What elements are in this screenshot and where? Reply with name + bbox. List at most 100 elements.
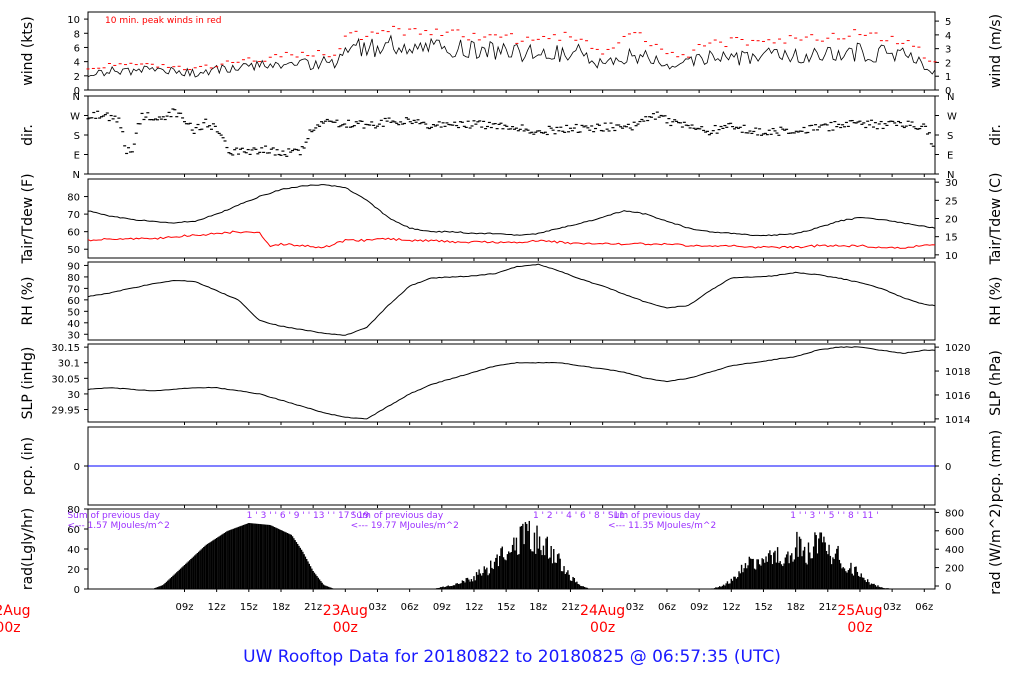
- y-tick-label-left: 10: [67, 15, 80, 26]
- x-tick-label: 03z: [883, 602, 901, 613]
- y-axis-label-left: RH (%): [20, 277, 36, 326]
- y-tick-label-right: 10: [945, 251, 958, 262]
- x-tick-label: 06z: [401, 602, 419, 613]
- y-tick-label-left: 60: [67, 228, 80, 239]
- x-day-label: 23Aug: [323, 603, 368, 619]
- wind-annotation: 10 min. peak winds in red: [105, 16, 222, 26]
- x-day-label: 24Aug: [580, 603, 625, 619]
- y-tick-label-left: 60: [67, 525, 80, 536]
- x-tick-label: 15z: [497, 602, 515, 613]
- temperature-series-0: [88, 184, 936, 237]
- y-tick-label-left: 70: [67, 284, 80, 295]
- wind-speed-series: [87, 34, 936, 78]
- y-tick-label-right: 1020: [945, 343, 970, 354]
- radiation-annotation-line2: <--- 11.35 MJoules/m^2: [608, 521, 716, 531]
- y-tick-label-right: 1: [945, 72, 951, 83]
- y-tick-label-left: 0: [74, 585, 80, 596]
- y-tick-label-left: 30.15: [51, 343, 80, 354]
- y-tick-label-left: 40: [67, 319, 80, 330]
- y-axis-label-left: rad(Lgly/hr): [20, 508, 36, 590]
- y-axis-label-left: wind (kts): [20, 16, 36, 85]
- x-day-label: 25Aug: [837, 603, 882, 619]
- y-tick-label-left: 90: [67, 261, 80, 272]
- radiation-annotation-line1: Sum of previous day: [67, 511, 160, 521]
- x-tick-label: 18z: [272, 602, 290, 613]
- x-tick-label: 09z: [176, 602, 194, 613]
- y-tick-label-right: 25: [945, 196, 958, 207]
- radiation-annotation-line2: <--- 19.77 MJoules/m^2: [351, 521, 459, 531]
- y-tick-label-left: 60: [67, 296, 80, 307]
- y-tick-label-left: N: [73, 92, 80, 103]
- y-tick-label-left: 50: [67, 245, 80, 256]
- y-tick-label-right: 4: [945, 31, 951, 42]
- x-tick-label: 18z: [529, 602, 547, 613]
- x-tick-label: 12z: [208, 602, 226, 613]
- y-tick-label-right: W: [947, 112, 957, 123]
- y-axis-label-left: Tair/Tdew (F): [20, 173, 36, 264]
- y-tick-label-left: 2: [74, 72, 80, 83]
- footer-title: UW Rooftop Data for 20180822 to 20180825…: [243, 647, 781, 667]
- y-axis-label-right: rad (W/m^2): [988, 503, 1004, 594]
- x-hour-label: 00z: [847, 620, 872, 636]
- y-axis-label-right: RH (%): [988, 277, 1004, 326]
- y-tick-label-right: N: [947, 92, 954, 103]
- radiation-hour-marks: 1 ' 3 ' ' 6 ' 9 ' ' 13 ' ' 17 ' 19: [247, 511, 370, 521]
- y-tick-label-left: 8: [74, 29, 80, 40]
- x-tick-label: 15z: [240, 602, 258, 613]
- x-tick-label: 03z: [368, 602, 386, 613]
- y-axis-label-right: Tair/Tdew (C): [988, 173, 1004, 266]
- radiation-annotation-line2: <--- 1.57 MJoules/m^2: [67, 521, 169, 531]
- panel-radiation: rad(Lgly/hr) rad (W/m^2)02040608002004006…: [0, 503, 1004, 636]
- y-tick-label-right: E: [947, 151, 953, 162]
- y-tick-label-right: 5: [945, 17, 951, 28]
- y-tick-label-left: 0: [74, 86, 80, 97]
- y-tick-label-right: 800: [945, 508, 964, 519]
- y-tick-label-left: W: [70, 112, 80, 123]
- y-axis-label-right: pcp. (mm): [988, 430, 1004, 503]
- y-axis-label-left: pcp. (in): [20, 437, 36, 495]
- x-tick-label: 21z: [304, 602, 322, 613]
- panel-frame: [87, 261, 936, 341]
- humidity-series-0: [87, 263, 936, 336]
- y-tick-label-left: 4: [74, 58, 80, 69]
- radiation-hour-marks: 1 ' 2 ' ' 4 ' 6 ' 8 ' ' 11: [533, 511, 625, 521]
- panel-wind: wind (kts) wind (m/s) 0 2 4 6 8 10 0 1 2 3 4 5 10 min.…: [20, 11, 1004, 97]
- y-tick-label-left: 30: [67, 390, 80, 401]
- y-axis-label-right: dir.: [988, 124, 1004, 146]
- y-tick-label-left: 6: [74, 43, 80, 54]
- radiation-annotation-line1: Sum of previous day: [351, 511, 444, 521]
- y-tick-label-left: 30.1: [58, 359, 80, 370]
- y-axis-label-right: wind (m/s): [988, 14, 1004, 88]
- y-tick-label-right: N: [947, 170, 954, 181]
- y-axis-label-left: SLP (inHg): [20, 347, 36, 420]
- x-tick-label: 18z: [787, 602, 805, 613]
- x-tick-label: 09z: [433, 602, 451, 613]
- panel-frame: [87, 95, 936, 175]
- y-tick-label-left: 80: [67, 193, 80, 204]
- x-tick-label: 09z: [690, 602, 708, 613]
- y-axis-label-left: dir.: [20, 124, 36, 146]
- x-tick-label: 12z: [465, 602, 483, 613]
- x-tick-label: 03z: [626, 602, 644, 613]
- radiation-annotation-line1: Sum of previous day: [608, 511, 701, 521]
- radiation-hour-marks: 1 ' ' 3 ' ' 5 ' ' 8 ' 11 ': [790, 511, 878, 521]
- y-tick-label-right: 0: [945, 86, 951, 97]
- y-tick-label-right: 15: [945, 233, 958, 244]
- y-tick-label-right: 1014: [945, 415, 970, 426]
- panel-frame: [87, 11, 936, 91]
- y-tick-label-left: 20: [67, 565, 80, 576]
- x-hour-label: 00z: [0, 620, 21, 636]
- panel-temperature: Tair/Tdew (F) Tair/Tdew (C) 50 60 70 80 10 15 20…: [20, 173, 1004, 266]
- x-tick-label: 06z: [915, 602, 933, 613]
- y-tick-label-left: 50: [67, 307, 80, 318]
- panel-pressure: SLP (inHg) SLP (hPa) 29.95 30 30.05 30.1 30.15…: [20, 343, 1004, 426]
- y-tick-label-left: 30.05: [51, 374, 80, 385]
- y-tick-label-right: 30: [945, 178, 958, 189]
- x-tick-label: 21z: [819, 602, 837, 613]
- panel-precipitation: pcp. (in) pcp. (mm) 0 0: [20, 426, 1004, 508]
- pressure-series-0: [87, 346, 936, 420]
- y-tick-label-right: 1016: [945, 391, 970, 402]
- y-tick-label-right: 2: [945, 58, 951, 69]
